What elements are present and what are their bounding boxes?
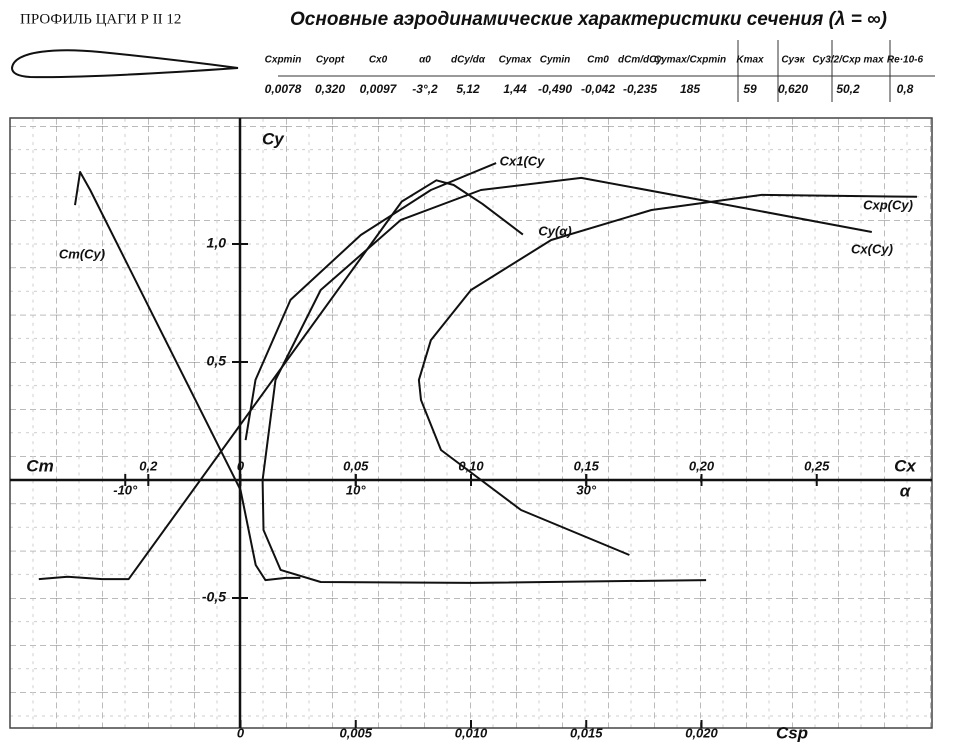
plot-area <box>9 117 933 729</box>
table-value: 5,12 <box>456 82 480 96</box>
table-value: -0,042 <box>581 82 615 96</box>
table-header: Cx0 <box>369 55 388 66</box>
curve <box>244 162 497 441</box>
x-tick-label: 0,05 <box>343 458 369 473</box>
table-value: 185 <box>680 82 700 96</box>
x-tick-label: 0 <box>237 725 245 740</box>
y-axis-label: Cy <box>262 129 285 148</box>
table-header: Cy3/2/Cxp max <box>812 55 884 66</box>
x-tick-label: 0,15 <box>574 458 600 473</box>
curve <box>417 193 918 556</box>
profile-title: ПРОФИЛЬ ЦАГИ Р II 12 <box>20 11 181 27</box>
header-title: Основные аэродинамические характеристики… <box>290 9 887 30</box>
curve-label: Cxp(Cy) <box>863 197 913 212</box>
table-value: 59 <box>743 82 757 96</box>
curve-label: Cx1(Cy <box>500 153 546 168</box>
y-tick-label: 1,0 <box>207 235 227 251</box>
x-tick-label: 0,2 <box>139 458 158 473</box>
x-tick-label: 0,20 <box>689 458 715 473</box>
x-axis-label: Cx <box>894 456 917 475</box>
curve <box>38 179 524 581</box>
x-tick-label: 0 <box>237 458 245 473</box>
x-tick-label: 0,010 <box>455 725 488 740</box>
table-value: 0,620 <box>778 82 808 96</box>
table-value: 0,320 <box>315 82 345 96</box>
table-value: 0,8 <box>897 82 914 96</box>
table-header: Cymax/Cxpmin <box>654 55 726 66</box>
table-header: Cm0 <box>587 55 609 66</box>
table-header: Cyэк <box>781 55 805 66</box>
curve-label: Cm(Cy) <box>59 246 105 261</box>
x-tick-label: 0,015 <box>570 725 603 740</box>
curve-label: Cx(Cy) <box>851 241 893 256</box>
table-header: Cxpmin <box>265 55 302 66</box>
x-axis-label: Cm <box>26 456 53 475</box>
table-header: Cymax <box>499 55 532 66</box>
x-tick-label: 10° <box>346 482 366 497</box>
x-tick-label: 0,020 <box>685 725 718 740</box>
curve <box>74 171 301 582</box>
x-tick-label: -10° <box>113 482 138 497</box>
x-tick-label: 30° <box>576 482 596 497</box>
table-value: -0,490 <box>538 82 572 96</box>
table-value: 50,2 <box>836 82 860 96</box>
table-header: α0 <box>419 55 431 66</box>
table-value: 0,0078 <box>265 82 302 96</box>
x-tick-label: 0,25 <box>804 458 830 473</box>
table-header: Kmax <box>736 55 764 66</box>
x-tick-label: 0,005 <box>339 725 372 740</box>
y-tick-label: 0,5 <box>207 353 227 369</box>
table-value: 0,0097 <box>360 82 398 96</box>
table-value: -3°,2 <box>412 82 438 96</box>
curve-label: Cy(α) <box>538 223 571 238</box>
x-axis-label: α <box>900 481 912 500</box>
table-value: 1,44 <box>503 82 527 96</box>
table-header: dCy/dα <box>451 55 486 66</box>
table-header: Re·10-6 <box>887 55 924 66</box>
table-header: Cymin <box>540 55 571 66</box>
table-value: -0,235 <box>623 82 657 96</box>
curve <box>261 176 872 584</box>
airfoil-shape <box>10 49 239 79</box>
x-tick-label: 0,10 <box>458 458 484 473</box>
y-tick-label: -0,5 <box>202 589 226 605</box>
table-header: Cyopt <box>316 55 345 66</box>
parameter-table: Cxpmin 0,0078 Cyopt 0,320 Cx0 0,0097 α0 -3°,2 dC… <box>265 40 935 102</box>
table-header: dCm/dCy <box>618 55 662 66</box>
x-axis-label: Csp <box>776 723 808 742</box>
